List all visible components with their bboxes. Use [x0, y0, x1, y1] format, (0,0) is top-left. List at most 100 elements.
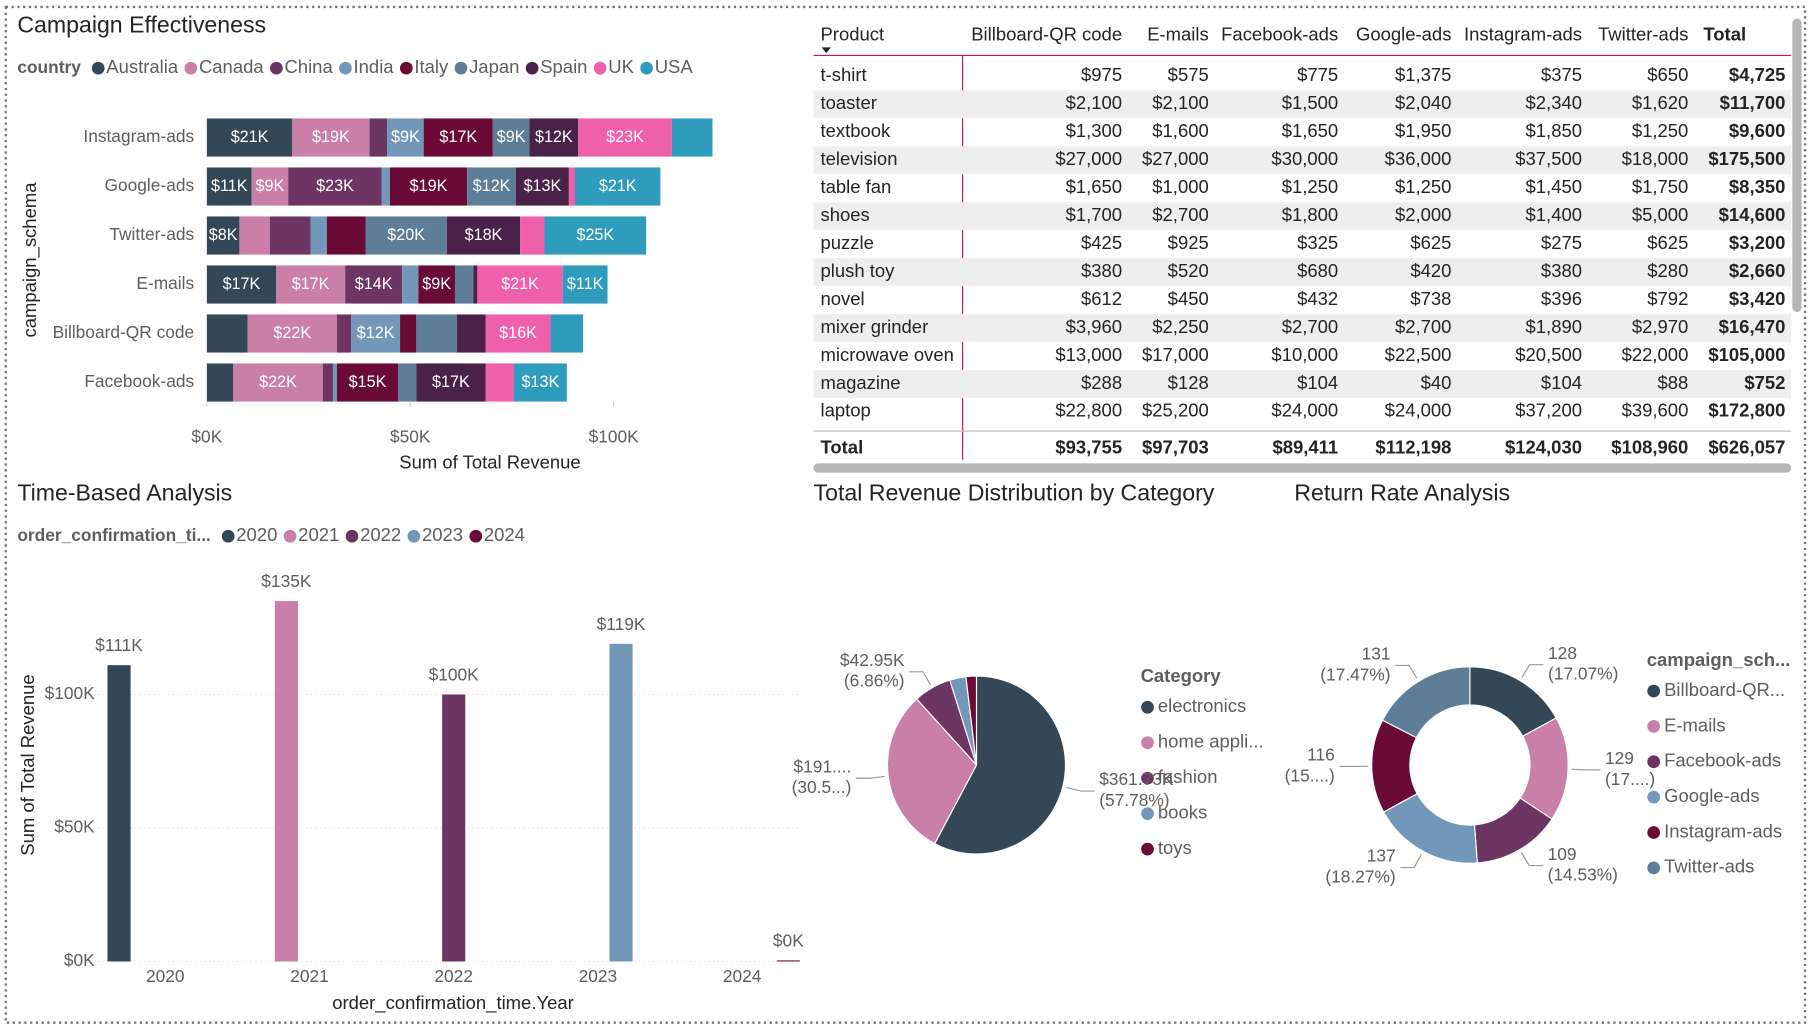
data-label: 116 [1307, 745, 1335, 765]
table-cell: $2,000 [1395, 204, 1452, 225]
data-label: $119K [597, 614, 646, 634]
legend-swatch [184, 61, 198, 75]
bar-segment [485, 314, 551, 353]
percent-label: (15....) [1285, 765, 1335, 785]
data-label: $17K [439, 128, 477, 146]
table-cell: $5,000 [1632, 204, 1689, 225]
legend-label: 2020 [236, 524, 277, 545]
row-band [813, 314, 1792, 343]
bar-segment [423, 118, 493, 157]
table-cell: $37,500 [1515, 148, 1582, 169]
data-label: $9K [497, 128, 526, 146]
bar-segment [351, 314, 401, 353]
column-header: Instagram-ads [1464, 24, 1582, 45]
legend-label: China [284, 56, 333, 77]
data-label: $13K [524, 177, 562, 195]
bar-segment [568, 167, 575, 206]
table-cell: $10,000 [1271, 344, 1338, 365]
table-cell: $625 [1410, 232, 1451, 253]
bar-segment [520, 216, 545, 255]
vertical-scrollbar[interactable] [1792, 18, 1802, 313]
legend-label: E-mails [1664, 714, 1726, 735]
table-cell: $288 [1081, 372, 1122, 393]
table-cell: $22,800 [1055, 400, 1122, 421]
table-cell: $24,000 [1271, 400, 1338, 421]
data-label: $21K [599, 177, 637, 195]
y-tick-label: Instagram-ads [83, 126, 194, 146]
x-tick-label: 2023 [579, 966, 618, 986]
table-cell: $612 [1081, 288, 1122, 309]
table-cell: microwave oven [820, 344, 953, 365]
data-label: $18K [465, 226, 503, 244]
legend-label: books [1158, 802, 1207, 823]
donut-slice [1381, 666, 1471, 739]
table-cell: $450 [1168, 288, 1209, 309]
total-cell: $626,057 [1708, 436, 1785, 457]
bar-segment [446, 216, 521, 255]
row-band [813, 146, 1792, 175]
table-cell: $2,970 [1632, 316, 1689, 337]
table-cell: $1,650 [1282, 120, 1339, 141]
table-cell: $380 [1541, 260, 1582, 281]
chart-title: Return Rate Analysis [1294, 480, 1510, 506]
legend-swatch [339, 61, 352, 75]
table-cell: $2,340 [1526, 92, 1583, 113]
table-cell: textbook [820, 120, 891, 141]
table-cell: $1,375 [1395, 64, 1452, 85]
column [776, 960, 800, 962]
data-label: $16K [499, 324, 537, 342]
legend-label: Canada [199, 56, 264, 77]
bar-segment [473, 265, 478, 304]
table-cell: $325 [1297, 232, 1338, 253]
total-cell: $124,030 [1505, 436, 1582, 457]
horizontal-scrollbar[interactable] [813, 463, 1792, 473]
percent-label: (57.78%) [1099, 790, 1169, 810]
bar-segment [337, 363, 399, 402]
total-cell: $89,411 [1272, 436, 1338, 457]
legend-swatch [221, 529, 235, 543]
table-cell: $2,040 [1395, 92, 1452, 113]
data-label: $23K [606, 128, 644, 146]
table-cell: shoes [820, 204, 869, 225]
bar-segment [269, 216, 311, 255]
bar-segment [239, 216, 270, 255]
table-cell: $1,950 [1395, 120, 1452, 141]
data-label: 131 [1362, 644, 1391, 664]
row-band [813, 90, 1792, 119]
table-cell: $1,450 [1526, 176, 1583, 197]
table-cell: $775 [1297, 64, 1338, 85]
y-tick-label: Twitter-ads [109, 224, 194, 244]
column-header: Facebook-ads [1221, 24, 1338, 45]
table-cell: $2,660 [1729, 260, 1786, 281]
total-cell: $112,198 [1375, 436, 1451, 457]
total-cell: $93,755 [1055, 436, 1122, 457]
table-cell: $8,350 [1729, 176, 1786, 197]
data-label: $25K [576, 226, 614, 244]
table-cell: $105,000 [1708, 344, 1785, 365]
bar-segment [206, 314, 248, 353]
data-label: $12K [357, 324, 395, 342]
legend-label: UK [608, 56, 634, 77]
table-cell: $25,200 [1142, 400, 1209, 421]
table-cell: $37,200 [1515, 400, 1582, 421]
bar-segment [310, 216, 327, 255]
y-tick-label: Google-ads [105, 175, 195, 195]
legend-label: USA [655, 56, 694, 77]
table-cell: $128 [1168, 372, 1209, 393]
table-cell: $1,500 [1282, 92, 1339, 113]
table-cell: $1,250 [1282, 176, 1339, 197]
table-cell: $425 [1081, 232, 1122, 253]
data-label: $42.95K [840, 650, 905, 670]
bar-segment [492, 118, 530, 157]
bar-segment [467, 167, 517, 206]
row-band [813, 370, 1792, 398]
table-cell: $2,700 [1395, 316, 1452, 337]
y-tick-label: Billboard-QR code [53, 322, 195, 342]
table-cell: $4,725 [1729, 64, 1786, 85]
table-cell: $39,600 [1622, 400, 1689, 421]
sort-arrow[interactable] [821, 47, 831, 54]
table-cell: $3,420 [1729, 288, 1786, 309]
bar-segment [578, 118, 672, 157]
table-cell: plush toy [820, 260, 895, 281]
